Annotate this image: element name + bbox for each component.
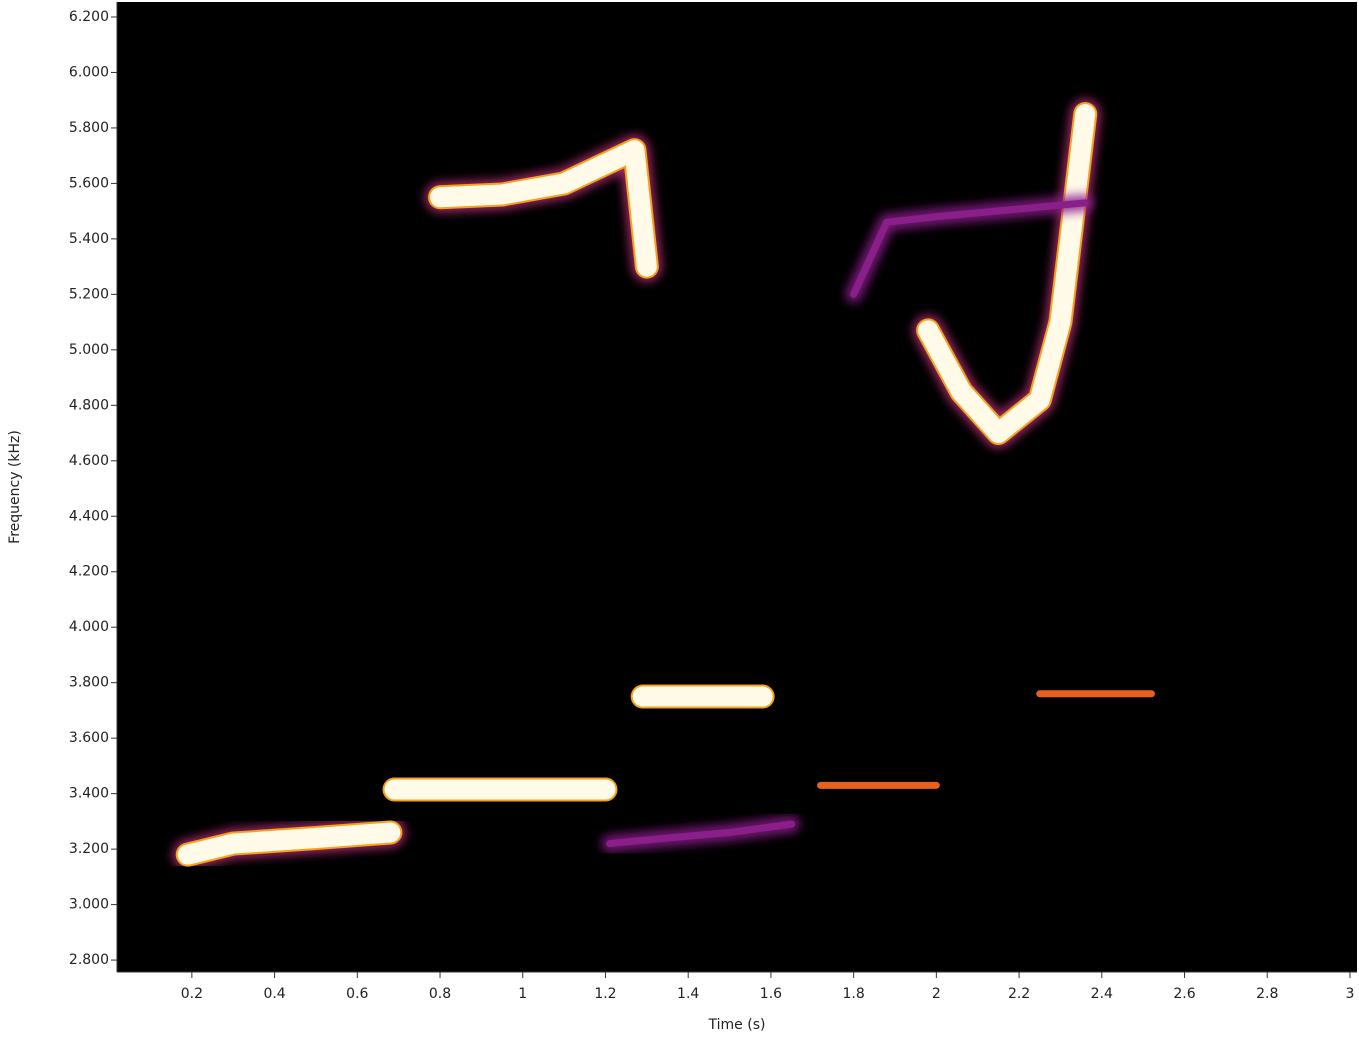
y-tick-label: 5.800	[69, 120, 109, 136]
y-tick-label: 3.000	[69, 897, 109, 913]
y-tick-label: 6.200	[69, 9, 109, 25]
y-axis-title: Frequency (kHz)	[7, 430, 23, 544]
trace	[606, 820, 796, 848]
trace	[430, 140, 657, 277]
trace	[850, 199, 1089, 298]
x-tick-label: 0.6	[346, 986, 368, 1002]
y-tick-label: 3.200	[69, 841, 109, 857]
y-tick-label: 4.800	[69, 397, 109, 413]
x-axis-title: Time (s)	[708, 1017, 766, 1033]
y-tick-label: 4.600	[69, 453, 109, 469]
y-tick-label: 3.400	[69, 786, 109, 802]
y-tick-label: 5.200	[69, 286, 109, 302]
y-tick-label: 5.000	[69, 342, 109, 358]
y-tick-label: 4.200	[69, 564, 109, 580]
y-tick-label: 5.600	[69, 175, 109, 191]
x-tick-label: 2.8	[1256, 986, 1278, 1002]
x-tick-label: 1.6	[760, 986, 782, 1002]
y-tick-label: 2.800	[69, 952, 109, 968]
x-tick-label: 2.2	[1008, 986, 1030, 1002]
x-tick-label: 1	[518, 986, 527, 1002]
x-tick-label: 0.8	[429, 986, 451, 1002]
x-tick-label: 0.4	[263, 986, 285, 1002]
y-tick-label: 3.800	[69, 675, 109, 691]
trace	[918, 104, 1096, 444]
y-tick-label: 4.000	[69, 619, 109, 635]
x-tick-label: 1.2	[594, 986, 616, 1002]
x-tick-label: 2	[932, 986, 941, 1002]
y-tick-label: 5.400	[69, 231, 109, 247]
plot-area	[117, 2, 1357, 972]
y-tick-label: 3.600	[69, 730, 109, 746]
x-tick-label: 2.4	[1091, 986, 1113, 1002]
x-tick-label: 1.4	[677, 986, 699, 1002]
x-tick-label: 0.2	[181, 986, 203, 1002]
x-tick-label: 3	[1346, 986, 1355, 1002]
y-tick-label: 4.400	[69, 508, 109, 524]
y-tick-label: 6.000	[69, 64, 109, 80]
x-tick-label: 1.8	[843, 986, 865, 1002]
trace	[177, 822, 401, 865]
x-tick-label: 2.6	[1173, 986, 1195, 1002]
